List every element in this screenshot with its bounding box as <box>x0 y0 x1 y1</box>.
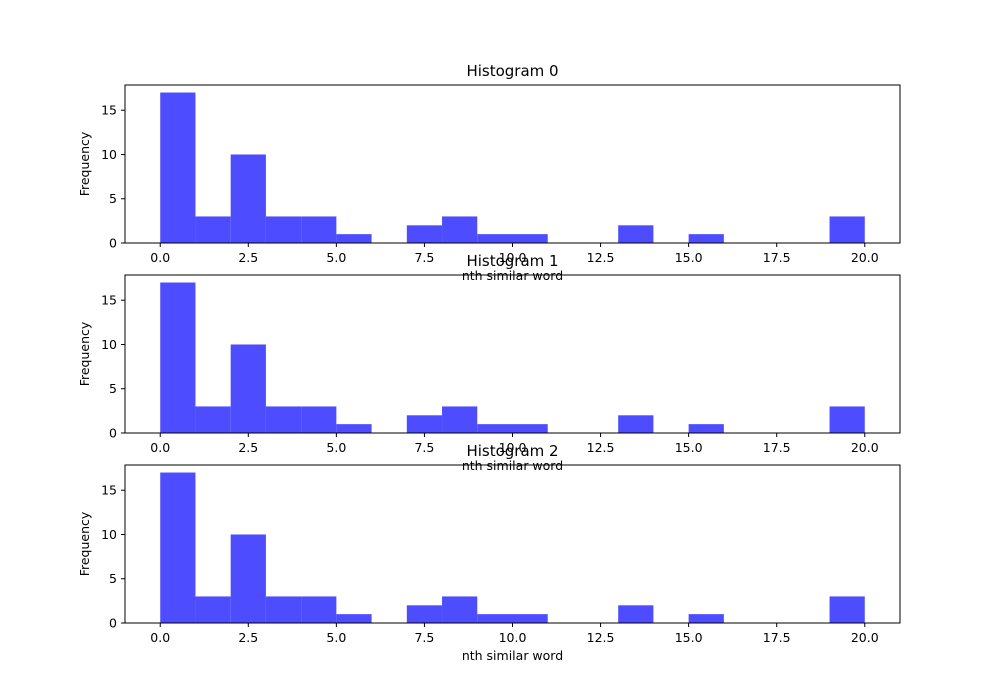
chart-title: Histogram 1 <box>466 252 558 270</box>
histogram-bar <box>406 225 443 243</box>
y-tick-label: 0 <box>109 236 117 251</box>
histogram-bar <box>512 424 548 433</box>
y-axis-label: Frequency <box>77 321 92 386</box>
x-tick-label: 20.0 <box>851 250 879 265</box>
y-tick-label: 10 <box>101 337 117 352</box>
y-tick-label: 15 <box>101 103 117 118</box>
histogram-bar <box>336 614 372 623</box>
x-tick-label: 0.0 <box>150 250 170 265</box>
histogram-bar <box>477 424 513 433</box>
histogram-bar <box>265 406 302 433</box>
y-tick-label: 5 <box>109 191 117 206</box>
y-tick-label: 0 <box>109 616 117 631</box>
x-tick-label: 10.0 <box>499 250 527 265</box>
histogram-bar <box>406 415 443 433</box>
x-tick-label: 5.0 <box>326 440 346 455</box>
y-tick-label: 5 <box>109 381 117 396</box>
x-axis-label: nth similar word <box>462 648 563 663</box>
histogram-bar <box>442 216 478 243</box>
x-tick-label: 5.0 <box>326 250 346 265</box>
histogram-bar <box>265 596 302 623</box>
x-tick-label: 0.0 <box>150 630 170 645</box>
histogram-bar <box>442 596 478 623</box>
x-tick-label: 15.0 <box>675 630 703 645</box>
histogram-bar <box>160 282 196 433</box>
histogram-bar <box>336 424 372 433</box>
x-tick-label: 20.0 <box>851 630 879 645</box>
y-axis-label: Frequency <box>77 131 92 196</box>
histogram-bar <box>618 415 654 433</box>
x-tick-label: 7.5 <box>414 630 434 645</box>
y-tick-label: 10 <box>101 527 117 542</box>
y-axis-label: Frequency <box>77 511 92 576</box>
x-tick-label: 2.5 <box>238 630 258 645</box>
histogram-bar <box>512 234 548 243</box>
x-tick-label: 10.0 <box>499 440 527 455</box>
x-tick-label: 17.5 <box>763 440 791 455</box>
y-tick-label: 5 <box>109 571 117 586</box>
histogram-bar <box>829 596 865 623</box>
histogram-bar <box>195 216 231 243</box>
x-tick-label: 12.5 <box>587 440 615 455</box>
x-tick-label: 15.0 <box>675 250 703 265</box>
histogram-bar <box>829 216 865 243</box>
histogram-bar <box>301 596 337 623</box>
y-tick-label: 0 <box>109 426 117 441</box>
y-tick-label: 15 <box>101 483 117 498</box>
histogram-bar <box>477 234 513 243</box>
x-tick-label: 5.0 <box>326 630 346 645</box>
histogram-bar <box>688 614 724 623</box>
x-tick-label: 20.0 <box>851 440 879 455</box>
histogram-bar <box>301 216 337 243</box>
histogram-bar <box>195 406 231 433</box>
histogram-panel-2: 0.0 2.5 5.0 7.5 10.0 12.5 15.0 17.5 20.0 0 5 10 15 Fr… <box>77 464 901 663</box>
histogram-bar <box>406 605 443 623</box>
x-tick-label: 0.0 <box>150 440 170 455</box>
x-tick-label: 17.5 <box>763 250 791 265</box>
histogram-bar <box>160 92 196 244</box>
x-tick-label: 15.0 <box>675 440 703 455</box>
x-tick-label: 7.5 <box>414 250 434 265</box>
x-tick-label: 12.5 <box>587 630 615 645</box>
y-tick-label: 15 <box>101 293 117 308</box>
y-tick-label: 10 <box>101 147 117 162</box>
histogram-bar <box>618 605 654 623</box>
histogram-bar <box>688 424 724 433</box>
histogram-bar <box>195 596 231 623</box>
histogram-bar <box>618 225 654 243</box>
x-tick-label: 17.5 <box>763 630 791 645</box>
histogram-bar <box>230 154 266 243</box>
histogram-bar <box>829 406 865 433</box>
histogram-bar <box>301 406 337 433</box>
x-tick-label: 2.5 <box>238 250 258 265</box>
x-tick-label: 12.5 <box>587 250 615 265</box>
chart-title: Histogram 0 <box>466 62 558 80</box>
histogram-bar <box>160 472 196 623</box>
x-tick-label: 10.0 <box>499 630 527 645</box>
histogram-bar <box>442 406 478 433</box>
histogram-bar <box>688 234 724 243</box>
histogram-bar <box>512 614 548 623</box>
x-tick-label: 7.5 <box>414 440 434 455</box>
histogram-bar <box>477 614 513 623</box>
histogram-bar <box>230 534 266 623</box>
histogram-panel-0: 0.0 2.5 5.0 7.5 10.0 12.5 15.0 17.5 20.0 0 5 10 15 Fr… <box>77 84 901 283</box>
chart-title: Histogram 2 <box>466 442 558 460</box>
histogram-bar <box>336 234 372 243</box>
x-tick-label: 2.5 <box>238 440 258 455</box>
histogram-bar <box>230 344 266 433</box>
histogram-bar <box>265 216 302 243</box>
